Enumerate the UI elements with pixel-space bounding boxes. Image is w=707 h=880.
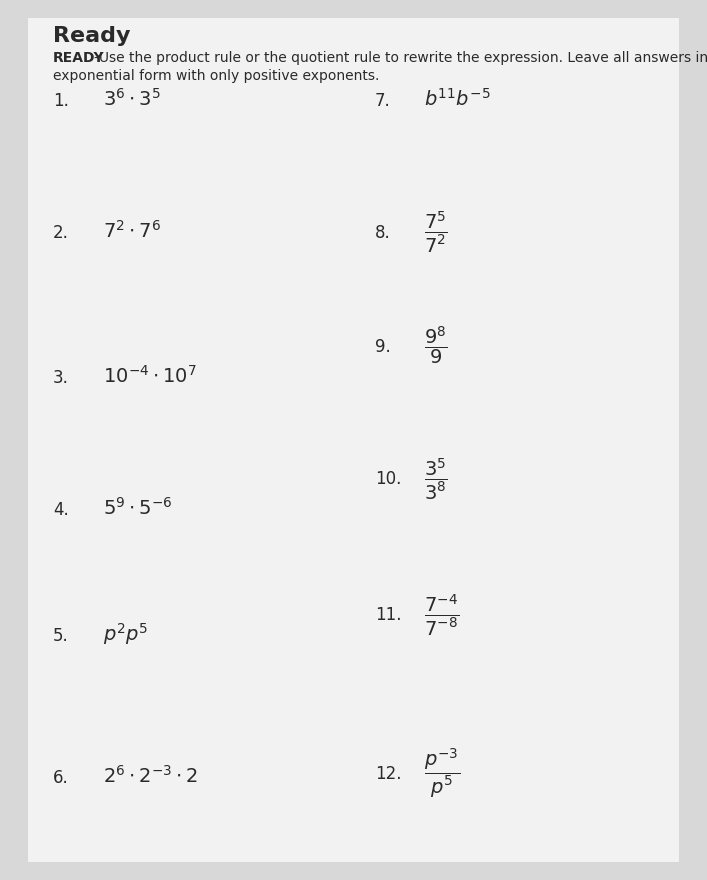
Text: $\dfrac{p^{-3}}{p^{5}}$: $\dfrac{p^{-3}}{p^{5}}$ <box>424 747 460 801</box>
Text: $\dfrac{9^{8}}{9}$: $\dfrac{9^{8}}{9}$ <box>424 324 448 366</box>
Text: $\dfrac{7^{-4}}{7^{-8}}$: $\dfrac{7^{-4}}{7^{-8}}$ <box>424 592 460 638</box>
Text: 4.: 4. <box>53 501 69 519</box>
Text: $2^{6} \cdot 2^{-3} \cdot 2$: $2^{6} \cdot 2^{-3} \cdot 2$ <box>103 766 197 788</box>
Text: 7.: 7. <box>375 92 390 110</box>
Text: $7^{2} \cdot 7^{6}$: $7^{2} \cdot 7^{6}$ <box>103 220 160 242</box>
Text: 11.: 11. <box>375 606 401 625</box>
Text: $\dfrac{3^{5}}{3^{8}}$: $\dfrac{3^{5}}{3^{8}}$ <box>424 456 448 502</box>
Text: $3^{6} \cdot 3^{5}$: $3^{6} \cdot 3^{5}$ <box>103 88 160 110</box>
Text: exponential form with only positive exponents.: exponential form with only positive expo… <box>53 69 380 83</box>
Text: 6.: 6. <box>53 769 69 788</box>
Text: READY: READY <box>53 51 105 65</box>
Text: 5.: 5. <box>53 627 69 645</box>
Text: Ready: Ready <box>53 26 131 47</box>
Text: $p^{2}p^{5}$: $p^{2}p^{5}$ <box>103 621 148 647</box>
Text: $10^{-4} \cdot 10^{7}$: $10^{-4} \cdot 10^{7}$ <box>103 365 197 387</box>
Text: 12.: 12. <box>375 765 401 783</box>
Text: -Use the product rule or the quotient rule to rewrite the expression. Leave all : -Use the product rule or the quotient ru… <box>93 51 707 65</box>
Text: 8.: 8. <box>375 224 390 242</box>
Text: $\dfrac{7^{5}}{7^{2}}$: $\dfrac{7^{5}}{7^{2}}$ <box>424 209 448 255</box>
Text: 10.: 10. <box>375 470 401 488</box>
Text: $b^{11}b^{-5}$: $b^{11}b^{-5}$ <box>424 88 491 110</box>
Text: 1.: 1. <box>53 92 69 110</box>
Text: 2.: 2. <box>53 224 69 242</box>
Text: 9.: 9. <box>375 338 390 356</box>
Text: $5^{9} \cdot 5^{-6}$: $5^{9} \cdot 5^{-6}$ <box>103 497 172 519</box>
Text: 3.: 3. <box>53 369 69 387</box>
FancyBboxPatch shape <box>28 18 679 862</box>
